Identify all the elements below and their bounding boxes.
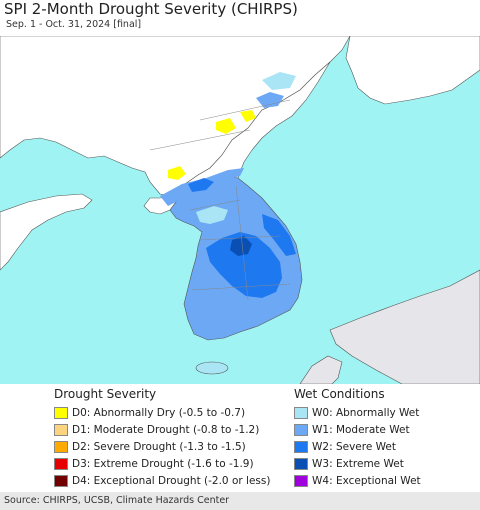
drought-legend-label: D2: Severe Drought (-1.3 to -1.5) (72, 441, 246, 453)
wet-legend-label: W4: Exceptional Wet (312, 475, 421, 487)
nk-abnormal-wet-ne (262, 72, 296, 90)
drought-swatch (54, 424, 68, 436)
wet-swatch (294, 424, 308, 436)
wet-legend-title: Wet Conditions (294, 387, 385, 401)
drought-legend-title: Drought Severity (54, 387, 157, 401)
drought-legend-item: D1: Moderate Drought (-0.8 to -1.2) (54, 423, 259, 437)
nk-wet-patch-ne (256, 92, 284, 108)
wet-abnormal-northwest (196, 206, 228, 224)
drought-legend-label: D1: Moderate Drought (-0.8 to -1.2) (72, 424, 260, 436)
wet-severe-east (262, 214, 296, 256)
wet-legend-label: W2: Severe Wet (312, 441, 396, 453)
north-korea-land (143, 61, 331, 215)
drought-swatch (54, 475, 68, 487)
drought-swatch (54, 407, 68, 419)
shandong-peninsula (0, 193, 93, 271)
japan-honshu (329, 269, 480, 384)
wet-swatch (294, 475, 308, 487)
map-header: SPI 2-Month Drought Severity (CHIRPS) Se… (0, 0, 480, 36)
province-borders (149, 99, 291, 301)
wet-legend-item: W0: Abnormally Wet (294, 406, 419, 420)
drought-swatch (54, 441, 68, 453)
source-credit: Source: CHIRPS, UCSB, Climate Hazards Ce… (4, 495, 230, 506)
wet-swatch (294, 458, 308, 470)
japan-kyushu (299, 355, 343, 384)
wet-legend-item: W1: Moderate Wet (294, 423, 410, 437)
wet-legend-item: W3: Extreme Wet (294, 457, 404, 471)
wet-severe-area (206, 232, 282, 298)
wet-legend-label: W1: Moderate Wet (312, 424, 410, 436)
wet-legend-item: W2: Severe Wet (294, 440, 396, 454)
wet-swatch (294, 441, 308, 453)
wet-swatch (294, 407, 308, 419)
russia-far-east (345, 36, 480, 105)
jeju-island (195, 361, 229, 375)
wet-legend-item: W4: Exceptional Wet (294, 474, 421, 488)
footer: Source: CHIRPS, UCSB, Climate Hazards Ce… (0, 492, 480, 510)
wet-legend-label: W3: Extreme Wet (312, 458, 404, 470)
drought-legend-item: D3: Extreme Drought (-1.6 to -1.9) (54, 457, 254, 471)
nk-dry-patch-2 (216, 118, 236, 134)
map-title: SPI 2-Month Drought Severity (CHIRPS) (4, 0, 298, 18)
drought-legend-label: D0: Abnormally Dry (-0.5 to -0.7) (72, 407, 246, 419)
nk-wet-severe (188, 178, 214, 192)
map-canvas (0, 36, 480, 384)
drought-legend-label: D4: Exceptional Drought (-2.0 or less) (72, 475, 271, 487)
drought-map (0, 36, 480, 384)
drought-legend-item: D2: Severe Drought (-1.3 to -1.5) (54, 440, 246, 454)
drought-legend-label: D3: Extreme Drought (-1.6 to -1.9) (72, 458, 254, 470)
drought-swatch (54, 458, 68, 470)
nk-dry-patch-1 (168, 166, 186, 180)
wet-extreme-area (230, 236, 252, 256)
drought-legend-item: D0: Abnormally Dry (-0.5 to -0.7) (54, 406, 245, 420)
wet-legend-label: W0: Abnormally Wet (312, 407, 420, 419)
legend: Drought Severity Wet Conditions D0: Abno… (0, 384, 480, 492)
drought-legend-item: D4: Exceptional Drought (-2.0 or less) (54, 474, 270, 488)
map-subtitle: Sep. 1 - Oct. 31, 2024 [final] (6, 19, 142, 30)
nk-dry-patch-3 (240, 110, 256, 122)
